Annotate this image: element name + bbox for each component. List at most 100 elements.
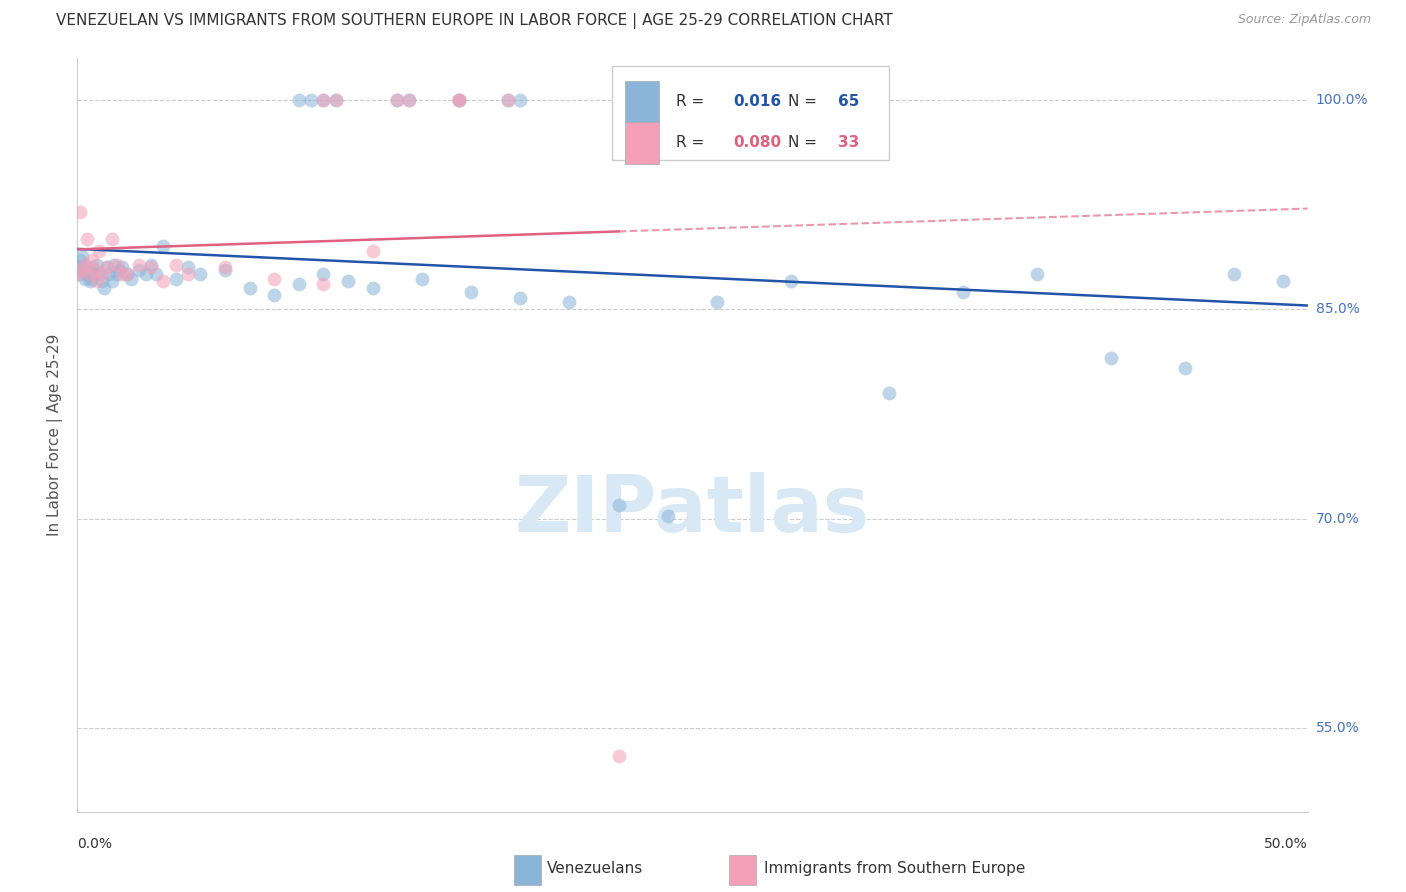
Point [558,295,581,310]
Point [105,258,128,272]
Point [239,281,262,295]
Point [93,281,115,295]
Point [90,274,114,288]
Point [89,268,111,282]
Point [70,249,93,263]
Point [312,268,335,282]
Bar [515,855,541,885]
Point [141,258,163,272]
Point [312,277,335,292]
Point [214,260,236,275]
Point [103,258,125,272]
Point [177,260,200,275]
Point [325,93,347,107]
Point [165,271,187,285]
Point [86,258,108,272]
Point [152,239,174,253]
Point [165,258,187,272]
Point [105,268,128,282]
Point [312,93,335,107]
Point [82,253,104,268]
Text: Immigrants from Southern Europe: Immigrants from Southern Europe [763,861,1025,876]
Point [70,263,93,277]
Point [73,258,96,272]
Point [86,274,108,288]
Point [69,253,91,268]
Point [73,271,96,285]
Point [89,244,111,258]
Text: 0.080: 0.080 [733,136,782,150]
Point [385,93,409,107]
Point [1223,268,1246,282]
Point [98,268,121,282]
Point [385,93,409,107]
Point [82,260,104,275]
Point [115,268,138,282]
Text: 55.0%: 55.0% [1316,721,1360,735]
Point [460,285,482,300]
Y-axis label: In Labor Force | Age 25-29: In Labor Force | Age 25-29 [48,334,63,536]
Point [177,268,200,282]
Point [152,274,174,288]
Point [263,288,285,302]
Point [121,271,143,285]
Point [108,263,131,277]
Point [66,268,89,282]
Point [337,274,360,288]
Text: 70.0%: 70.0% [1316,512,1360,525]
Text: 85.0%: 85.0% [1316,302,1360,317]
Point [96,260,118,275]
Text: R =: R = [676,136,710,150]
Point [447,93,470,107]
Point [706,295,728,310]
Point [111,268,132,282]
Point [299,93,322,107]
Point [361,244,384,258]
Text: Source: ZipAtlas.com: Source: ZipAtlas.com [1237,13,1371,27]
Point [83,268,105,282]
Bar [730,855,756,885]
Point [128,258,150,272]
Point [1272,274,1295,288]
Point [101,274,124,288]
Point [69,268,91,282]
Point [398,93,420,107]
Point [76,232,98,246]
Point [1026,268,1049,282]
Point [447,93,470,107]
Point [96,260,118,275]
Text: 100.0%: 100.0% [1316,93,1368,107]
Point [263,271,285,285]
Point [496,93,519,107]
Point [780,274,803,288]
Point [101,232,124,246]
Point [79,274,101,288]
Point [657,508,679,523]
Point [214,263,236,277]
Point [135,268,157,282]
Point [69,204,91,219]
Point [145,268,167,282]
Point [141,260,163,275]
Point [411,271,433,285]
Point [509,93,531,107]
Text: 0.016: 0.016 [733,94,782,109]
Point [952,285,974,300]
Point [607,498,630,512]
Text: N =: N = [789,94,823,109]
Bar [624,122,659,163]
Point [288,277,311,292]
Text: 0.0%: 0.0% [77,837,112,851]
Point [1174,360,1197,375]
Point [73,258,96,272]
Point [128,263,150,277]
Point [82,271,104,285]
Point [312,93,335,107]
Text: N =: N = [789,136,823,150]
Point [607,748,630,763]
Point [509,291,531,305]
Point [398,93,420,107]
Text: VENEZUELAN VS IMMIGRANTS FROM SOUTHERN EUROPE IN LABOR FORCE | AGE 25-29 CORRELA: VENEZUELAN VS IMMIGRANTS FROM SOUTHERN E… [56,13,893,29]
Point [79,268,101,282]
Text: ZIPatlas: ZIPatlas [515,472,870,549]
